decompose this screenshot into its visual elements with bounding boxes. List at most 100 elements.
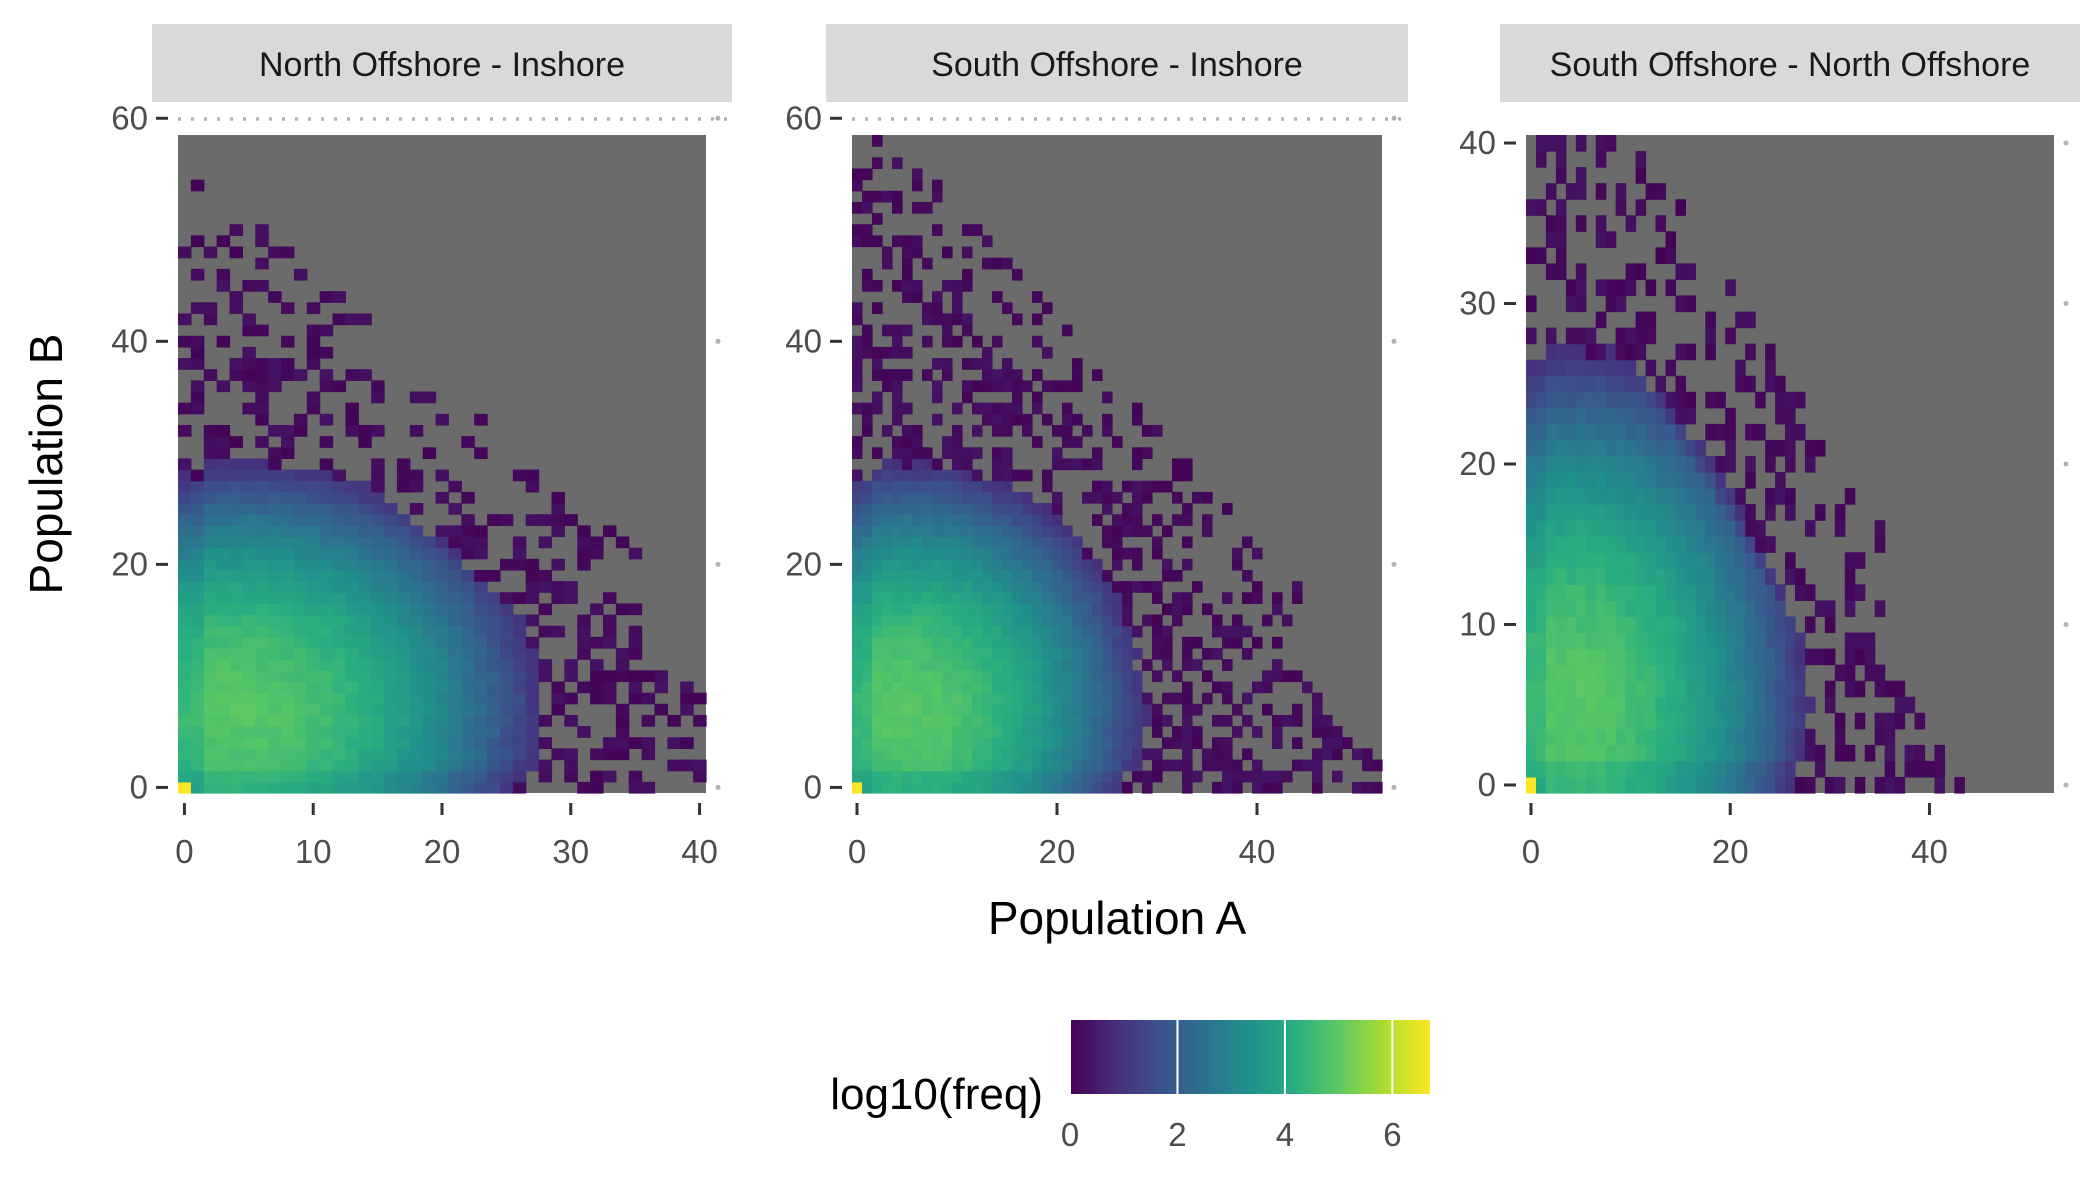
heatmap-cell [1755, 696, 1766, 714]
heatmap-cell [1904, 696, 1916, 714]
heatmap-cell [1725, 632, 1736, 650]
heatmap-cell [1022, 636, 1033, 649]
heatmap-cell [487, 692, 501, 705]
heatmap-cell [972, 681, 983, 694]
heatmap-cell [293, 670, 308, 683]
heatmap-cell [1555, 536, 1567, 553]
heatmap-cell [1804, 648, 1816, 666]
heatmap-cell [922, 447, 933, 460]
heatmap-cell [1012, 781, 1023, 794]
heatmap-cell [178, 536, 192, 549]
heatmap-cell [1685, 632, 1696, 650]
heatmap-cell [1032, 659, 1043, 671]
heatmap-cell [1535, 407, 1547, 425]
heatmap-cell [499, 659, 514, 671]
heatmap-cell [1142, 659, 1153, 671]
heatmap-cell [1715, 648, 1726, 666]
heatmap-cell [1022, 525, 1033, 538]
heatmap-cell [1735, 552, 1746, 569]
heatmap-cell [1705, 536, 1716, 553]
heatmap-cell [882, 603, 893, 616]
heatmap-cell [525, 737, 540, 749]
heatmap-cell [932, 625, 943, 638]
heatmap-cell [862, 581, 873, 593]
heatmap-cell [1032, 581, 1043, 593]
heatmap-cell [852, 581, 863, 593]
heatmap-cell [255, 547, 269, 560]
heatmap-cell [1102, 614, 1113, 627]
heatmap-cell [1765, 488, 1776, 505]
heatmap-cell [1904, 760, 1916, 778]
y-grid-marker [2063, 301, 2069, 307]
heatmap-cell [229, 547, 243, 560]
heatmap-cell [1575, 632, 1587, 650]
heatmap-cell [952, 703, 963, 716]
heatmap-cell [962, 692, 973, 705]
heatmap-cell [932, 190, 943, 203]
heatmap-cell [1032, 748, 1043, 761]
heatmap-cell [474, 648, 488, 660]
heatmap-cell [1625, 696, 1637, 714]
heatmap-cell [1794, 584, 1806, 602]
heatmap-cell [461, 748, 475, 761]
heatmap-cell [1804, 776, 1816, 794]
heatmap-cell [409, 714, 424, 727]
heatmap-cell [216, 603, 231, 616]
heatmap-cell [229, 592, 243, 604]
heatmap-cell [229, 358, 243, 370]
heatmap-cell [1052, 670, 1063, 683]
heatmap-cell [1725, 712, 1736, 730]
heatmap-cell [992, 257, 1003, 270]
heatmap-cell [1615, 343, 1627, 361]
heatmap-cell [1042, 681, 1053, 694]
heatmap-cell [1012, 714, 1023, 727]
heatmap-cell [1082, 670, 1093, 683]
heatmap-cell [1595, 744, 1607, 762]
heatmap-cell [1794, 744, 1806, 762]
heatmap-cell [1625, 632, 1637, 650]
heatmap-cell [912, 235, 923, 248]
heatmap-cell [1635, 616, 1647, 634]
heatmap-cell [319, 558, 334, 571]
heatmap-cell [1854, 776, 1866, 794]
heatmap-cell [1232, 726, 1243, 738]
heatmap-cell [1705, 552, 1716, 569]
heatmap-cell [1062, 413, 1073, 426]
heatmap-cell [461, 714, 475, 727]
heatmap-cell [1785, 744, 1796, 762]
heatmap-cell [1535, 199, 1547, 216]
heatmap-cell [1002, 648, 1013, 660]
heatmap-cell [255, 703, 269, 716]
heatmap-cell [1645, 664, 1657, 682]
heatmap-cell [862, 503, 873, 515]
heatmap-cell [1062, 324, 1073, 337]
heatmap-cell [1585, 327, 1597, 345]
heatmap-cell [1272, 603, 1283, 616]
heatmap-cell [882, 703, 893, 716]
heatmap-cell [882, 514, 893, 526]
y-tick-label: 30 [1459, 285, 1496, 322]
heatmap-cell [422, 391, 437, 404]
heatmap-cell [1785, 568, 1796, 585]
heatmap-cell [1182, 714, 1193, 727]
heatmap-cell [564, 759, 578, 772]
heatmap-cell [1765, 584, 1776, 602]
heatmap-cell [902, 291, 913, 303]
heatmap-cell [1042, 714, 1053, 727]
heatmap-cell [628, 692, 643, 705]
heatmap-cell [1122, 659, 1133, 671]
heatmap-cell [538, 759, 553, 772]
heatmap-cell [992, 648, 1003, 660]
heatmap-cell [1332, 737, 1343, 749]
heatmap-cell [1725, 552, 1736, 569]
heatmap-cell [358, 759, 372, 772]
heatmap-cell [1072, 737, 1083, 749]
heatmap-cell [962, 224, 973, 236]
heatmap-cell [1665, 407, 1677, 425]
heatmap-cell [1222, 625, 1233, 638]
heatmap-cell [1112, 536, 1123, 549]
heatmap-cell [1595, 728, 1607, 746]
heatmap-cell [409, 581, 424, 593]
heatmap-cell [1022, 781, 1033, 794]
heatmap-cell [448, 525, 462, 538]
